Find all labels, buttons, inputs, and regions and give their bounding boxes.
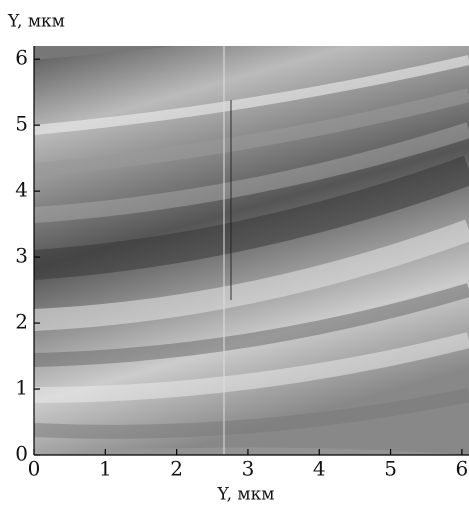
y-tick-label: 4 (15, 178, 28, 202)
x-tick-label: 2 (170, 457, 183, 481)
y-tick-label: 1 (15, 376, 28, 400)
y-tick-label: 6 (15, 46, 28, 70)
y-tick-label: 3 (15, 244, 28, 268)
y-tick-label: 5 (15, 112, 28, 136)
y-axis-label: Y, мкм (7, 12, 65, 32)
x-tick-label: 0 (28, 457, 41, 481)
y-tick-label: 0 (15, 442, 28, 466)
x-tick-label: 4 (313, 457, 326, 481)
x-tick-label: 1 (99, 457, 112, 481)
x-tick-label: 6 (456, 457, 469, 481)
y-tick-label: 2 (15, 310, 28, 334)
x-axis-label: Y, мкм (217, 485, 275, 505)
microscope-image (34, 46, 469, 455)
x-tick-label: 5 (384, 457, 397, 481)
x-tick-label: 3 (242, 457, 255, 481)
